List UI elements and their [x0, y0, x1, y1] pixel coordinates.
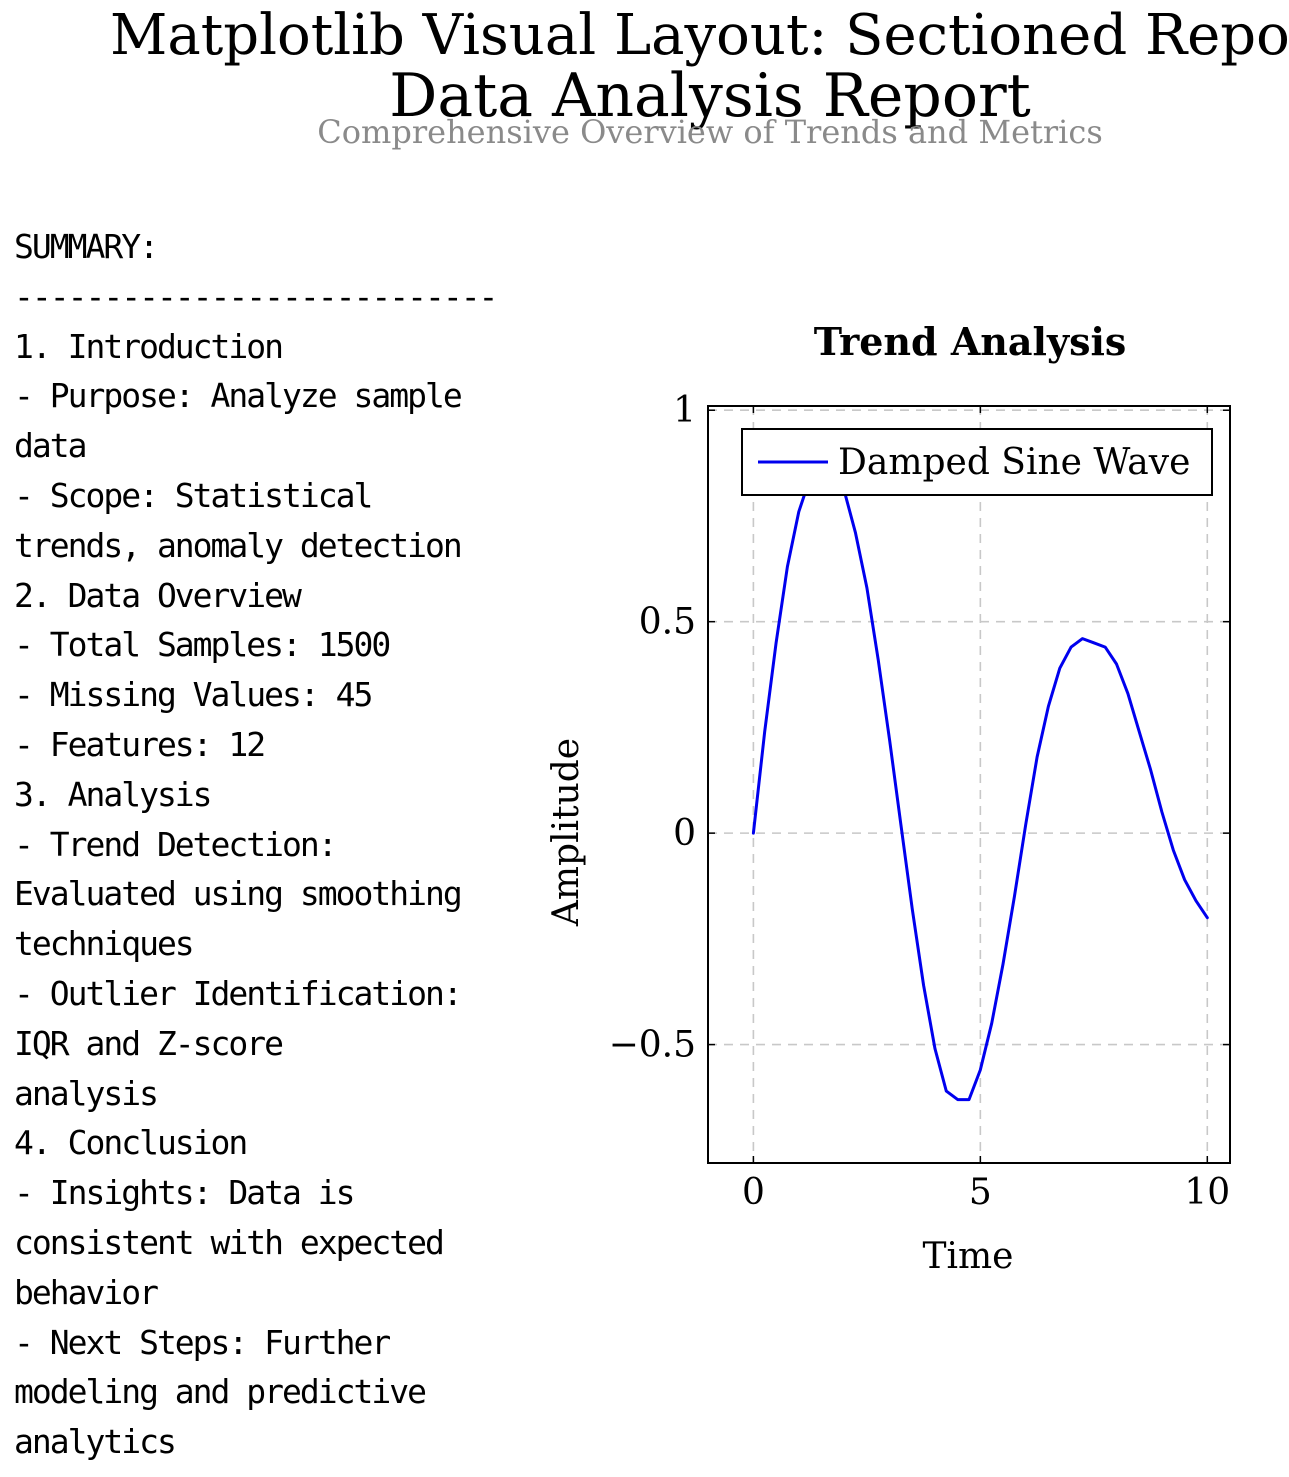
summary-line: 2. Data Overview: [14, 575, 302, 615]
chart-ticks: 0 5 10 −0.5 0 0.5 1: [609, 390, 1231, 1213]
figure-suptitle: Matplotlib Visual Layout: Sectioned Repo…: [110, 3, 1289, 68]
summary-text-block: SUMMARY: --------------------------- 1. In…: [14, 222, 604, 1467]
summary-line: analysis: [14, 1073, 159, 1113]
y-tick-label: −0.5: [609, 1025, 696, 1066]
x-tick-label: 5: [969, 1172, 992, 1213]
summary-line: - Total Samples: 1500: [14, 625, 391, 665]
summary-line: data: [14, 426, 87, 466]
report-subtitle: Comprehensive Overview of Trends and Met…: [317, 113, 1103, 151]
summary-heading: SUMMARY:: [14, 227, 159, 266]
chart-title: Trend Analysis: [814, 319, 1127, 364]
y-tick-label: 0: [673, 813, 696, 854]
x-tick-label: 0: [742, 1172, 765, 1213]
y-tick-label: 0.5: [639, 602, 696, 643]
summary-line: 3. Analysis: [14, 774, 213, 814]
chart-legend: Damped Sine Wave: [741, 428, 1213, 496]
x-axis-label: Time: [923, 1236, 1014, 1277]
chart-grid: [708, 406, 1230, 1163]
summary-line: - Insights: Data is: [14, 1173, 356, 1213]
summary-line: 1. Introduction: [14, 326, 284, 366]
y-axis-label: Amplitude: [546, 738, 587, 927]
summary-line: behavior: [14, 1272, 159, 1312]
plot-area-frame: [707, 405, 1231, 1164]
y-tick-label: 1: [673, 390, 696, 431]
summary-line: - Scope: Statistical: [14, 475, 373, 515]
summary-line: analytics: [14, 1422, 177, 1462]
summary-line: - Outlier Identification:: [14, 973, 463, 1013]
trend-analysis-chart: Trend Analysis 0 5 10 −0.5 0 0.5 1 Time Amplit…: [546, 319, 1231, 1277]
summary-line: - Next Steps: Further: [14, 1322, 391, 1362]
summary-line: 4. Conclusion: [14, 1123, 248, 1163]
legend-label: Damped Sine Wave: [838, 442, 1190, 483]
summary-line: - Trend Detection:: [14, 824, 338, 864]
summary-line: modeling and predictive: [14, 1372, 427, 1412]
summary-line: IQR and Z-score: [14, 1023, 284, 1063]
summary-line: - Missing Values: 45: [14, 675, 373, 715]
summary-line: Evaluated using smoothing: [14, 874, 463, 914]
summary-line: - Purpose: Analyze sample: [14, 376, 463, 416]
report-title: Data Analysis Report: [389, 61, 1031, 131]
summary-divider: ---------------------------: [14, 276, 498, 316]
summary-line: techniques: [14, 924, 195, 964]
summary-line: consistent with expected: [14, 1222, 445, 1262]
summary-line: trends, anomaly detection: [14, 525, 463, 565]
summary-line: - Features: 12: [14, 724, 266, 764]
x-tick-label: 10: [1184, 1172, 1230, 1213]
